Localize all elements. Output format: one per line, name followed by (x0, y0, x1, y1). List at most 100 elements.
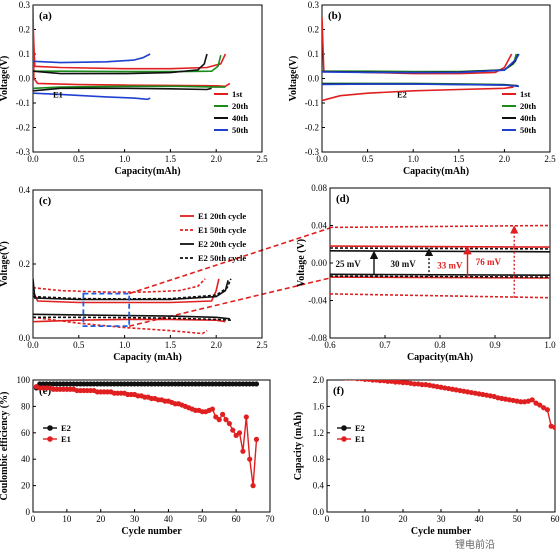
y-tick-label: -0.04 (308, 296, 327, 306)
series-point (473, 369, 478, 374)
legend-label: E1 20th cycle (198, 211, 246, 221)
x-tick-label: 50 (198, 514, 208, 524)
series-point (514, 369, 519, 374)
series-point (236, 430, 243, 436)
x-tick-label: 40 (475, 514, 485, 524)
series-point (503, 369, 508, 374)
series-point (457, 369, 462, 374)
series-point (518, 399, 524, 405)
y-tick-label: 0.3 (19, 0, 31, 10)
series-point (411, 381, 417, 387)
x-tick-label: 2.0 (499, 154, 511, 164)
series-point (495, 369, 500, 374)
x-tick-label: 0.6 (324, 340, 336, 350)
y-tick-label: 0.04 (311, 221, 327, 231)
x-tick-label: 1.0 (119, 340, 131, 350)
series-point (385, 370, 390, 375)
chart-panel-0: 0.0 0.5 1.0 1.5 2.0 2.5 -0.3 -0.2 -0.1 0.0 0.1 0.2 0… (0, 0, 268, 177)
x-tick-label: 0 (325, 514, 330, 524)
series-point (362, 371, 367, 376)
series-point (416, 369, 421, 374)
series-point (476, 369, 481, 374)
legend-label: E1 (61, 434, 71, 444)
chart-panel-3: 0.6 0.7 0.8 0.9 1.0 -0.08 -0.04 0.00 0.04 0.08 Cap… (296, 183, 556, 363)
y-tick-label: 100 (17, 375, 31, 385)
series-line-discharge (330, 293, 550, 299)
legend-label: E2 (61, 423, 71, 433)
series-point (340, 371, 345, 376)
legend-label: E2 20th cycle (198, 239, 246, 249)
series-line (331, 372, 560, 375)
series-point (392, 380, 398, 385)
series-line-charge (322, 53, 520, 74)
series-line-charge (33, 278, 206, 293)
series-line-discharge (330, 275, 550, 278)
legend-label: 50th (232, 125, 248, 135)
series-line-discharge (330, 273, 550, 276)
y-tick-label: 60 (21, 428, 31, 438)
series-point (344, 380, 348, 381)
series-point (507, 369, 512, 374)
y-tick-label: -0.2 (305, 123, 319, 133)
series-point (544, 407, 551, 413)
x-tick-label: 0 (31, 514, 36, 524)
chart-panel-1: 0.0 0.5 1.0 1.5 2.0 2.5 -0.3 -0.2 -0.1 0.0 0.1 0.2 0… (288, 0, 556, 177)
series-line-charge (322, 53, 519, 74)
panel-label: (d) (336, 193, 350, 205)
series-point (328, 372, 333, 377)
series-point (332, 374, 337, 379)
series-line-charge (322, 17, 513, 75)
series-point (247, 456, 253, 462)
panel-label: (a) (39, 10, 52, 22)
x-tick-label: 1.5 (165, 154, 177, 164)
series-line-charge (330, 245, 550, 248)
watermark-text: 锂电前沿 (455, 538, 495, 551)
zoom-connector-lines (128, 227, 331, 327)
y-axis-label: Capacity (mAh) (293, 412, 304, 481)
legend-marker (47, 425, 53, 431)
series-point (253, 436, 260, 442)
series-point (518, 369, 523, 374)
series-point (537, 402, 543, 408)
y-tick-label: 0.4 (19, 185, 31, 195)
series-point (530, 369, 535, 374)
y-tick-label: 80 (21, 401, 31, 411)
series-point (469, 369, 474, 374)
series-point (362, 380, 368, 382)
y-axis-label: Voltage(V) (0, 241, 10, 287)
x-tick-label: 30 (130, 514, 140, 524)
chart-panel-2: 0.0 0.5 1.0 1.5 2.0 2.5 0.0 0.2 0.4 Capacity (mAh… (0, 185, 268, 363)
x-tick-label: 0.0 (27, 340, 39, 350)
series-point (442, 369, 447, 374)
series-line-charge (330, 250, 550, 253)
series-point (389, 380, 395, 384)
y-tick-label: 0.0 (19, 74, 31, 84)
y-tick-label: 0 (26, 507, 31, 517)
y-tick-label: 0.4 (313, 481, 325, 491)
series-line-discharge (322, 86, 514, 102)
series-point (423, 369, 428, 374)
panel-label: (c) (39, 195, 52, 207)
x-tick-label: 30 (437, 514, 447, 524)
x-tick-label: 0.7 (379, 340, 391, 350)
voltage-gap-label: 33 mV (437, 261, 463, 271)
x-tick-label: 1.0 (408, 154, 420, 164)
y-tick-label: 0.1 (19, 49, 30, 59)
series-point (552, 424, 555, 431)
y-tick-label: -0.3 (305, 147, 320, 157)
x-axis-label: Capacity(mAh) (403, 166, 469, 177)
y-tick-label: 0.08 (311, 183, 327, 193)
y-tick-label: 1.2 (313, 428, 324, 438)
y-tick-label: 0.0 (313, 507, 325, 517)
legend-label: 40th (520, 113, 536, 123)
legend-label: 40th (232, 113, 248, 123)
x-axis-label: Capacity (mAh) (113, 352, 182, 363)
x-axis-label: Capacity(mAh) (114, 166, 180, 177)
x-tick-label: 0.5 (73, 154, 85, 164)
series-point (396, 380, 402, 385)
y-tick-label: 2.0 (313, 375, 325, 385)
series-point (389, 370, 394, 375)
series-line-discharge (33, 92, 151, 101)
series-point (366, 371, 371, 376)
series-point (419, 382, 425, 388)
